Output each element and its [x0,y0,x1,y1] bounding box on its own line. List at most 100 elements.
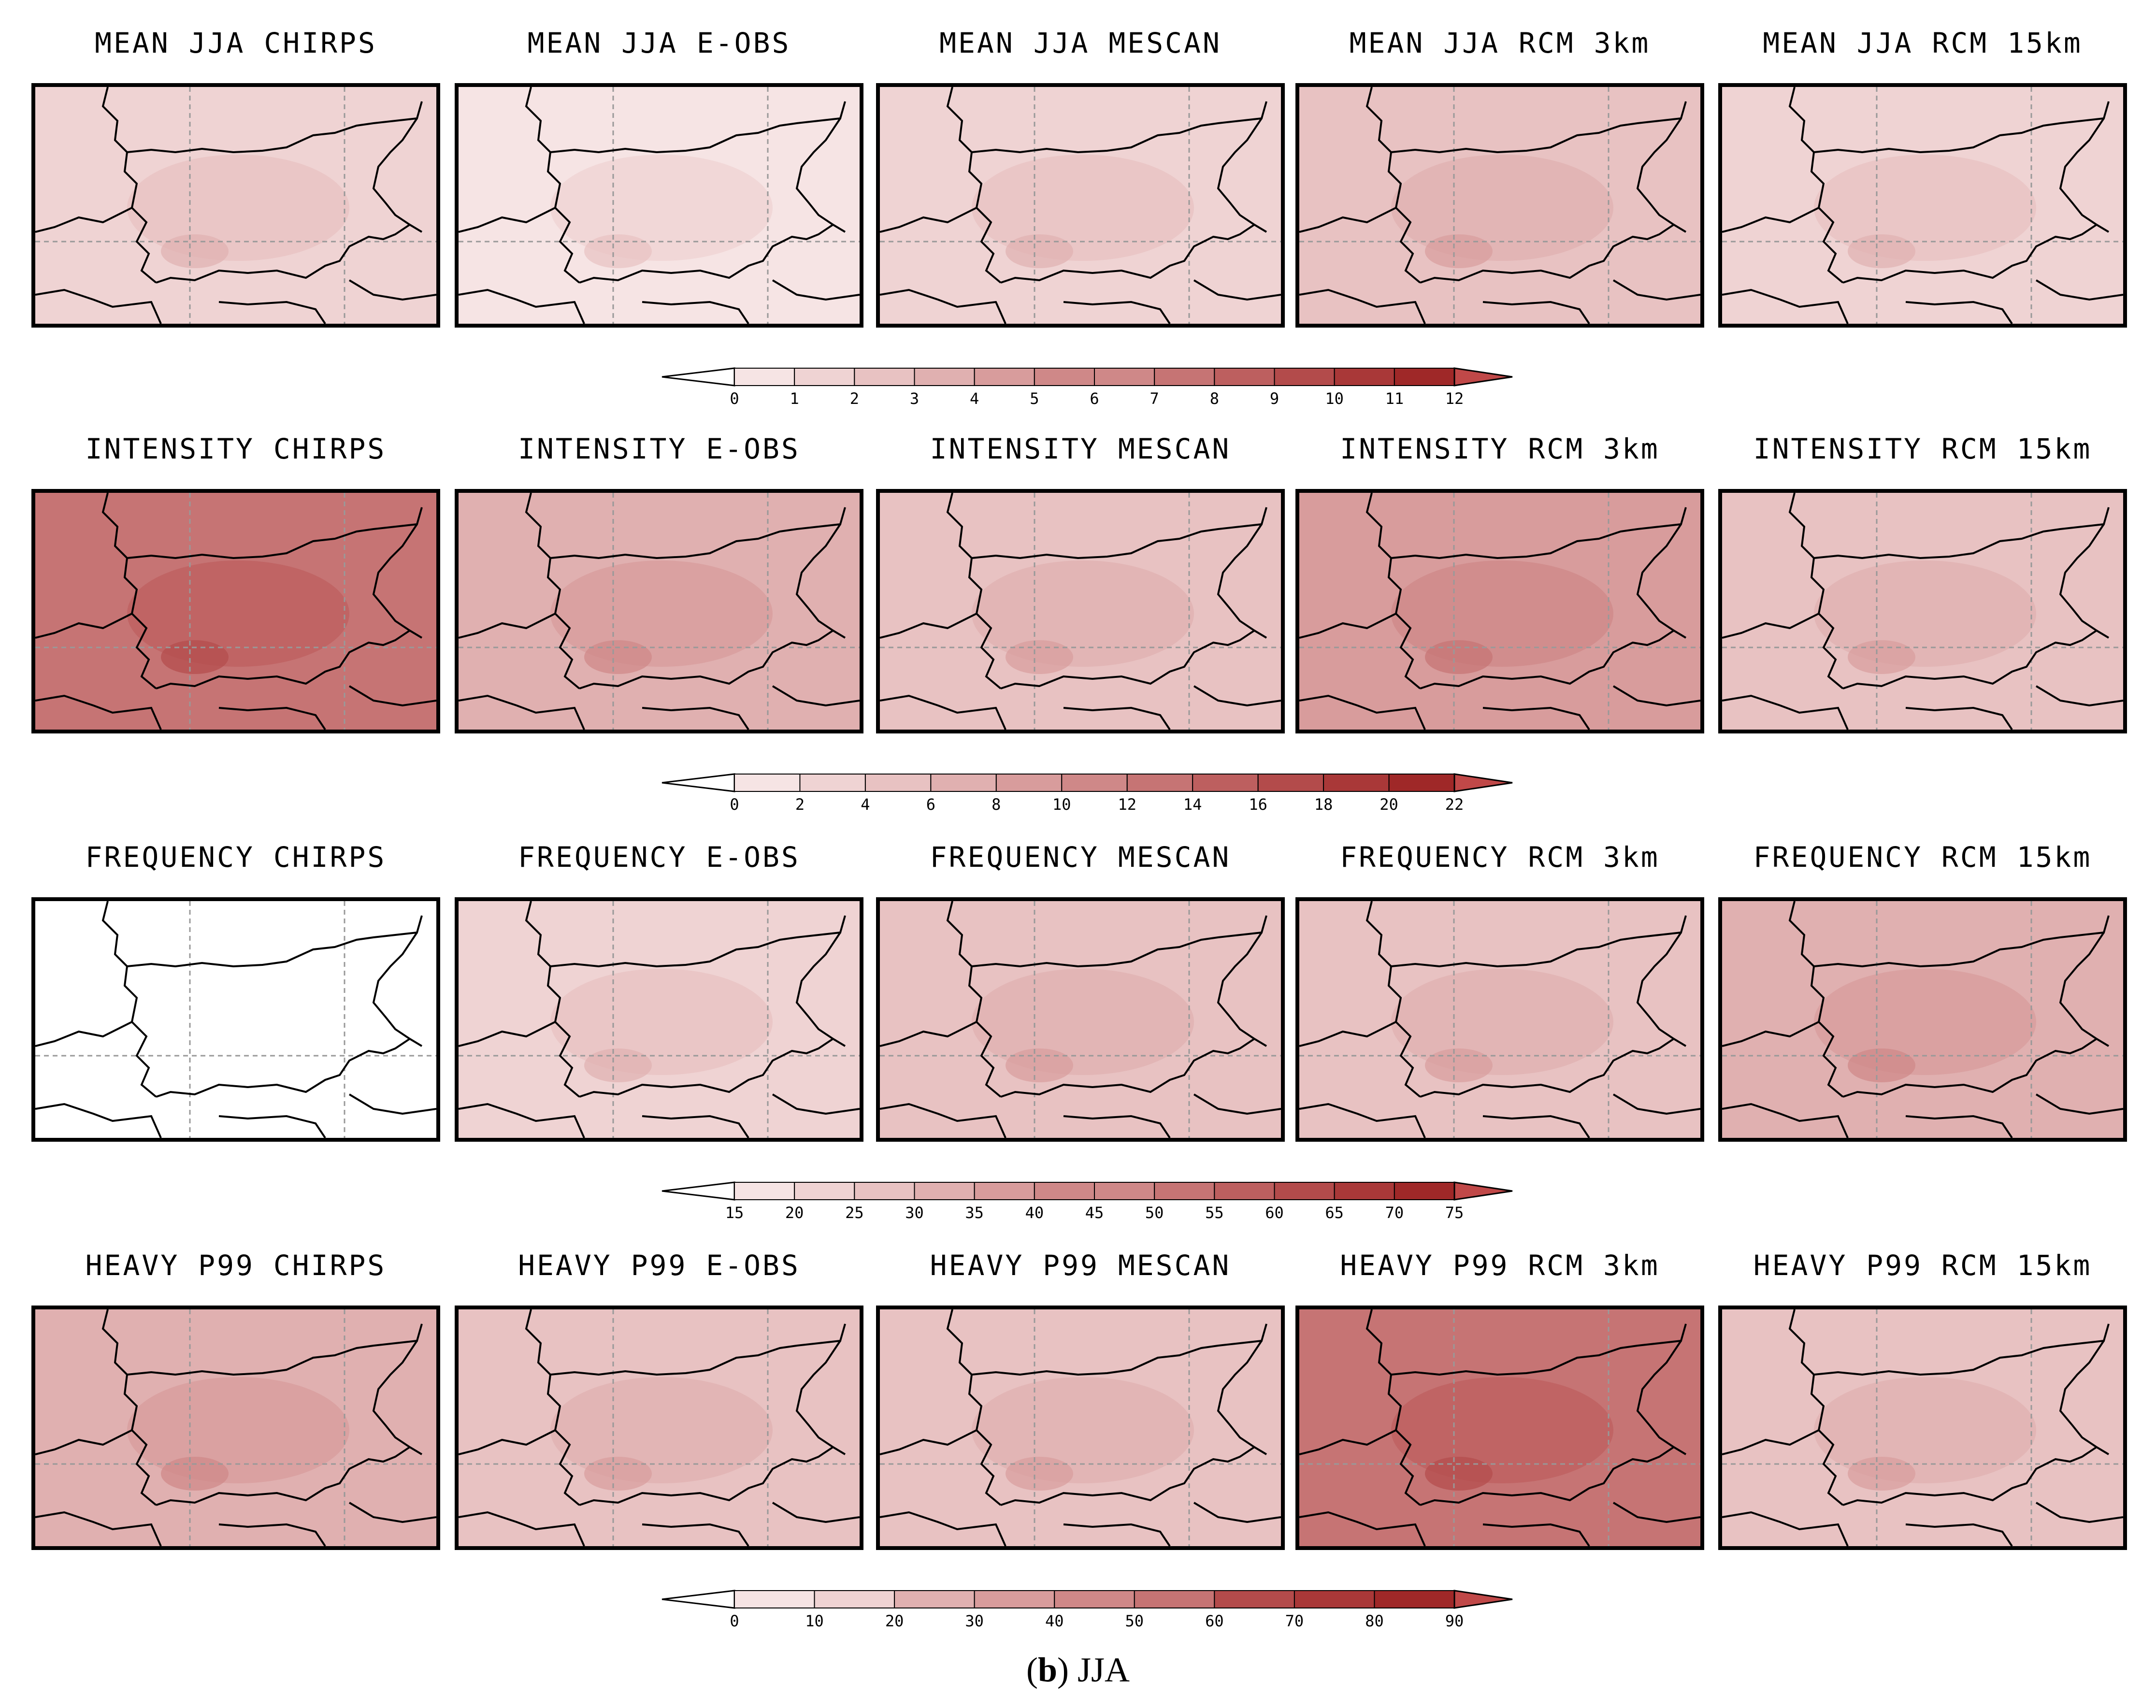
country-border [35,279,436,324]
colorbar-segment [1214,1590,1295,1608]
country-border [372,117,423,233]
field-maximum [972,560,1194,667]
colorbar-max-arrow [1453,773,1513,792]
field-spot [1006,1048,1073,1082]
country-border [1842,224,2098,284]
field-maximum [1814,155,2036,261]
country-border [1722,613,1819,639]
country-border [1217,1340,1267,1455]
colorbar-tick-label: 60 [1265,1204,1284,1222]
field-spot [1848,1048,1915,1082]
panel-title: FREQUENCY CHIRPS [85,841,387,874]
country-border [1391,915,1687,968]
panel-title: HEAVY P99 E-OBS [518,1249,800,1282]
country-border [1217,932,1267,1047]
country-border [101,493,157,689]
country-border [35,1429,132,1455]
country-border [946,1309,1002,1506]
country-border [372,523,423,639]
colorbar-tick-label: 40 [1045,1612,1064,1630]
panel-title: HEAVY P99 RCM 3km [1340,1249,1660,1282]
country-border [35,207,132,233]
country-border [1365,493,1421,689]
panel-title: INTENSITY MESCAN [930,432,1231,465]
country-border [1365,1309,1421,1506]
colorbar-segment [854,1182,915,1200]
colorbar-min-arrow [661,773,735,792]
country-border [156,224,411,284]
country-border [1420,1038,1675,1098]
country-border [946,87,1002,284]
country-border [880,1093,1281,1138]
colorbar-tick-label: 70 [1385,1204,1404,1222]
colorbar-tick-label: 3 [909,389,920,408]
field-maximum [1814,560,2036,667]
country-border [459,613,556,639]
country-border [1217,523,1267,639]
colorbar-tick-label: 6 [926,795,935,814]
panel-title: HEAVY P99 MESCAN [930,1249,1231,1282]
field-maximum [127,1377,349,1483]
field-spot [1848,640,1915,674]
country-border [2059,523,2110,639]
map-field [1722,1309,2123,1546]
country-border [35,1021,132,1047]
colorbar-segment [974,1590,1055,1608]
country-border [1788,87,1844,284]
colorbar-segment [1294,1590,1375,1608]
country-border [1299,685,1700,730]
field-maximum [550,969,773,1075]
country-border [1813,101,2110,154]
country-border [880,1021,977,1047]
colorbar-max-arrow [1453,367,1513,387]
country-border [372,932,423,1047]
colorbar-segment [914,1182,975,1200]
map-panel [876,489,1285,733]
colorbar-segment [734,1590,815,1608]
colorbar-segment [799,774,866,792]
colorbar-segment [734,774,801,792]
map-field [35,901,436,1138]
map-panel [1295,1306,1704,1550]
colorbar-tick-label: 20 [885,1612,904,1630]
colorbar-tick-label: 4 [970,389,979,408]
country-border [1636,117,1687,233]
colorbar-tick-label: 7 [1150,389,1159,408]
colorbar-segment [1214,368,1275,386]
colorbar-segment [1061,774,1128,792]
colorbar-min-arrow [661,1590,735,1609]
colorbar-segment [914,368,975,386]
country-border [525,87,580,284]
colorbar-tick-label: 40 [1025,1204,1044,1222]
panel-title: MEAN JJA MESCAN [939,27,1222,59]
colorbar-tick-label: 30 [965,1612,984,1630]
colorbar-tick-label: 8 [1209,389,1219,408]
colorbar-tick-label: 10 [1052,795,1071,814]
colorbar-tick-label: 11 [1385,389,1404,408]
map-panel [455,897,863,1142]
field-maximum [1391,155,1613,261]
field-maximum [550,155,773,261]
colorbar-tick-label: 12 [1445,389,1464,408]
field-spot [584,234,652,268]
country-border [372,1340,423,1455]
map-field [1722,493,2123,730]
country-border [101,1309,157,1506]
country-border [1842,630,2098,689]
country-border [1813,1323,2110,1376]
colorbar-segment [1394,368,1455,386]
country-border [35,1502,436,1546]
panel-title: INTENSITY RCM 15km [1753,432,2092,465]
country-border [1299,207,1396,233]
country-border [579,630,834,689]
colorbar-segment [1274,1182,1335,1200]
colorbar-segment [1034,368,1095,386]
field-spot [1425,1048,1493,1082]
colorbar-segment [1054,1590,1135,1608]
country-border [1000,1446,1255,1506]
country-border [1813,915,2110,968]
country-border [1788,1309,1844,1506]
country-border [35,685,436,730]
country-border [880,613,977,639]
country-border [1365,901,1421,1098]
